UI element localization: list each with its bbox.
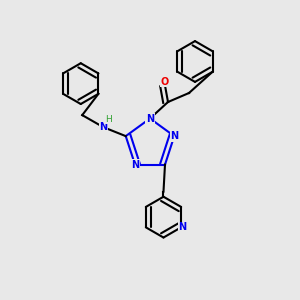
Text: N: N	[170, 131, 178, 141]
Text: N: N	[178, 222, 187, 232]
Text: N: N	[131, 160, 139, 170]
Text: H: H	[105, 115, 112, 124]
Text: O: O	[161, 77, 169, 87]
Text: N: N	[146, 113, 154, 124]
Text: N: N	[99, 122, 107, 132]
